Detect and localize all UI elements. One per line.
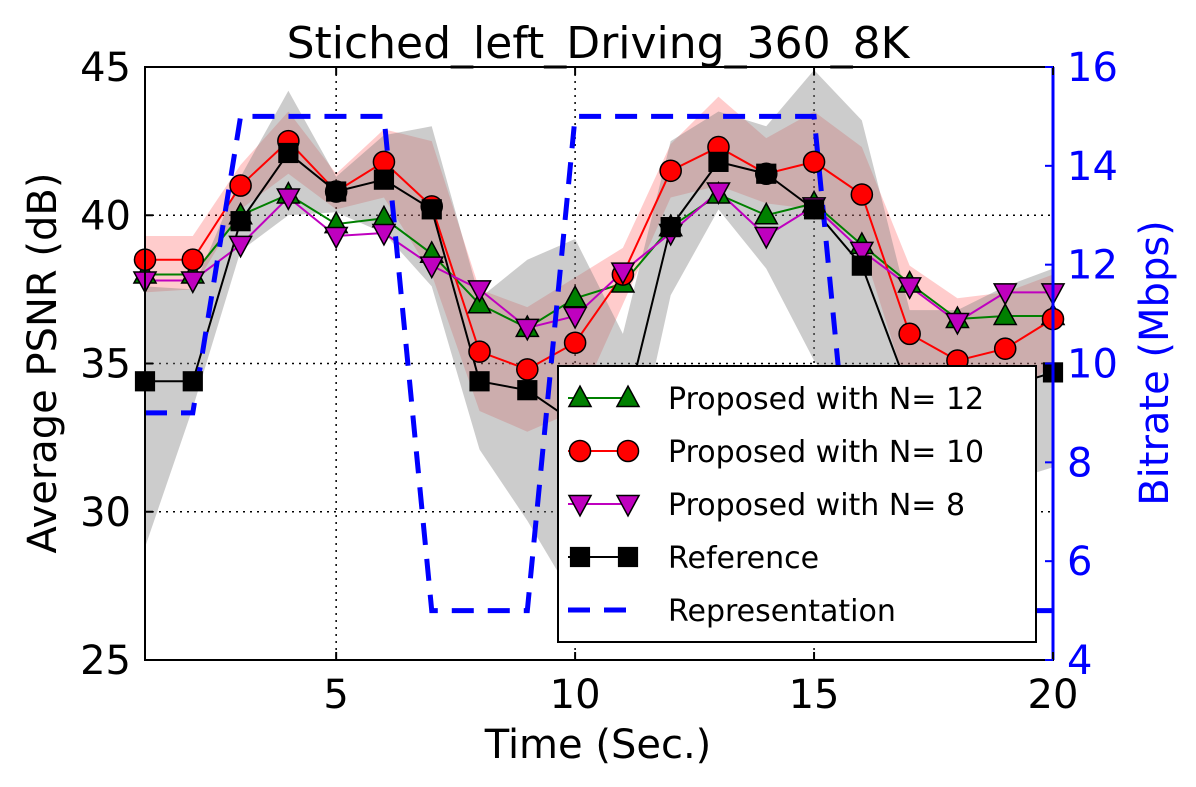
data-point	[850, 183, 874, 206]
data-point	[803, 199, 825, 220]
y-tick-label: 35	[80, 342, 131, 388]
data-point	[562, 306, 588, 330]
data-point	[323, 226, 349, 250]
chart-title: Stiched_left_Driving_360_8K	[287, 18, 911, 69]
data-point	[610, 262, 636, 286]
data-point	[851, 255, 872, 276]
y2-tick-label: 8	[1067, 440, 1092, 486]
data-point	[230, 211, 251, 232]
data-point	[563, 331, 587, 355]
x-tick-label: 15	[789, 672, 840, 718]
legend-marker	[567, 384, 593, 408]
y2-tick-label: 4	[1067, 638, 1092, 684]
x-tick-label: 5	[323, 672, 348, 718]
y-tick-label: 40	[80, 193, 131, 239]
data-point	[326, 181, 347, 202]
data-point	[419, 256, 445, 280]
legend-marker	[617, 546, 639, 568]
data-point	[371, 223, 397, 247]
x-tick-label: 20	[1028, 672, 1079, 718]
data-point	[660, 217, 681, 238]
data-point	[469, 371, 490, 392]
data-point	[276, 188, 301, 211]
data-point	[228, 235, 253, 259]
data-point	[229, 174, 252, 197]
data-point	[516, 358, 539, 381]
data-point	[802, 150, 826, 174]
legend-marker	[569, 546, 591, 568]
y-tick-label: 45	[80, 45, 131, 91]
data-point	[898, 322, 921, 346]
data-point	[182, 371, 203, 392]
confidence-band	[145, 69, 1053, 601]
legend-marker	[615, 384, 641, 408]
data-point	[562, 284, 588, 308]
data-point	[708, 151, 729, 172]
y2-tick-label: 6	[1067, 539, 1092, 585]
legend: Proposed with N= 12 Proposed with N= 10 Pr…	[557, 365, 1037, 643]
confidence-band	[145, 96, 1053, 432]
data-point	[659, 159, 682, 183]
series-markers	[132, 129, 1066, 433]
legend-marker	[616, 439, 640, 463]
legend-items: Proposed with N= 12 Proposed with N= 10 Pr…	[567, 382, 984, 629]
data-point	[372, 150, 396, 174]
legend-label: Proposed with N= 10	[668, 435, 984, 470]
data-point	[849, 241, 875, 265]
legend-label: Proposed with N= 8	[668, 488, 965, 523]
data-point	[706, 182, 731, 206]
y-tick-label: 30	[80, 490, 131, 536]
tick-labels: 5 10 15 20 25 30 35 40 45 4 6 8 10 12 14 16	[80, 45, 1118, 718]
data-point	[180, 271, 206, 294]
data-point	[517, 380, 538, 401]
legend-label: Representation	[668, 594, 896, 629]
data-point	[278, 142, 299, 164]
y2-tick-label: 16	[1067, 45, 1118, 91]
axes	[144, 66, 1055, 661]
legend-marker	[568, 439, 592, 463]
data-point	[515, 318, 540, 342]
data-point	[467, 280, 492, 303]
x-tick-label: 10	[550, 672, 601, 718]
legend-marker	[567, 494, 593, 518]
y-tick-label: 25	[80, 638, 131, 684]
data-point	[945, 312, 970, 336]
data-point	[897, 277, 922, 300]
y2-tick-label: 10	[1067, 342, 1118, 388]
data-point	[756, 163, 777, 184]
legend-marker	[615, 494, 641, 518]
data-point	[992, 302, 1018, 326]
legend-label: Proposed with N= 12	[668, 382, 984, 417]
confidence-bands	[145, 69, 1053, 601]
y2-axis-label: Bitrate (Mbps)	[1132, 220, 1178, 506]
legend-box	[557, 365, 1037, 643]
data-point	[992, 283, 1018, 306]
data-point	[468, 340, 491, 363]
data-point	[753, 226, 779, 250]
data-point	[753, 201, 779, 225]
data-point	[421, 199, 442, 220]
y2-tick-label: 14	[1067, 144, 1118, 190]
y2-tick-label: 12	[1067, 243, 1118, 289]
data-point	[993, 337, 1017, 360]
data-point	[181, 248, 205, 272]
y-axis-label: Average PSNR (dB)	[20, 173, 66, 554]
x-axis-label: Time (Sec.)	[484, 722, 712, 768]
data-point	[373, 169, 395, 190]
legend-label: Reference	[668, 541, 819, 576]
